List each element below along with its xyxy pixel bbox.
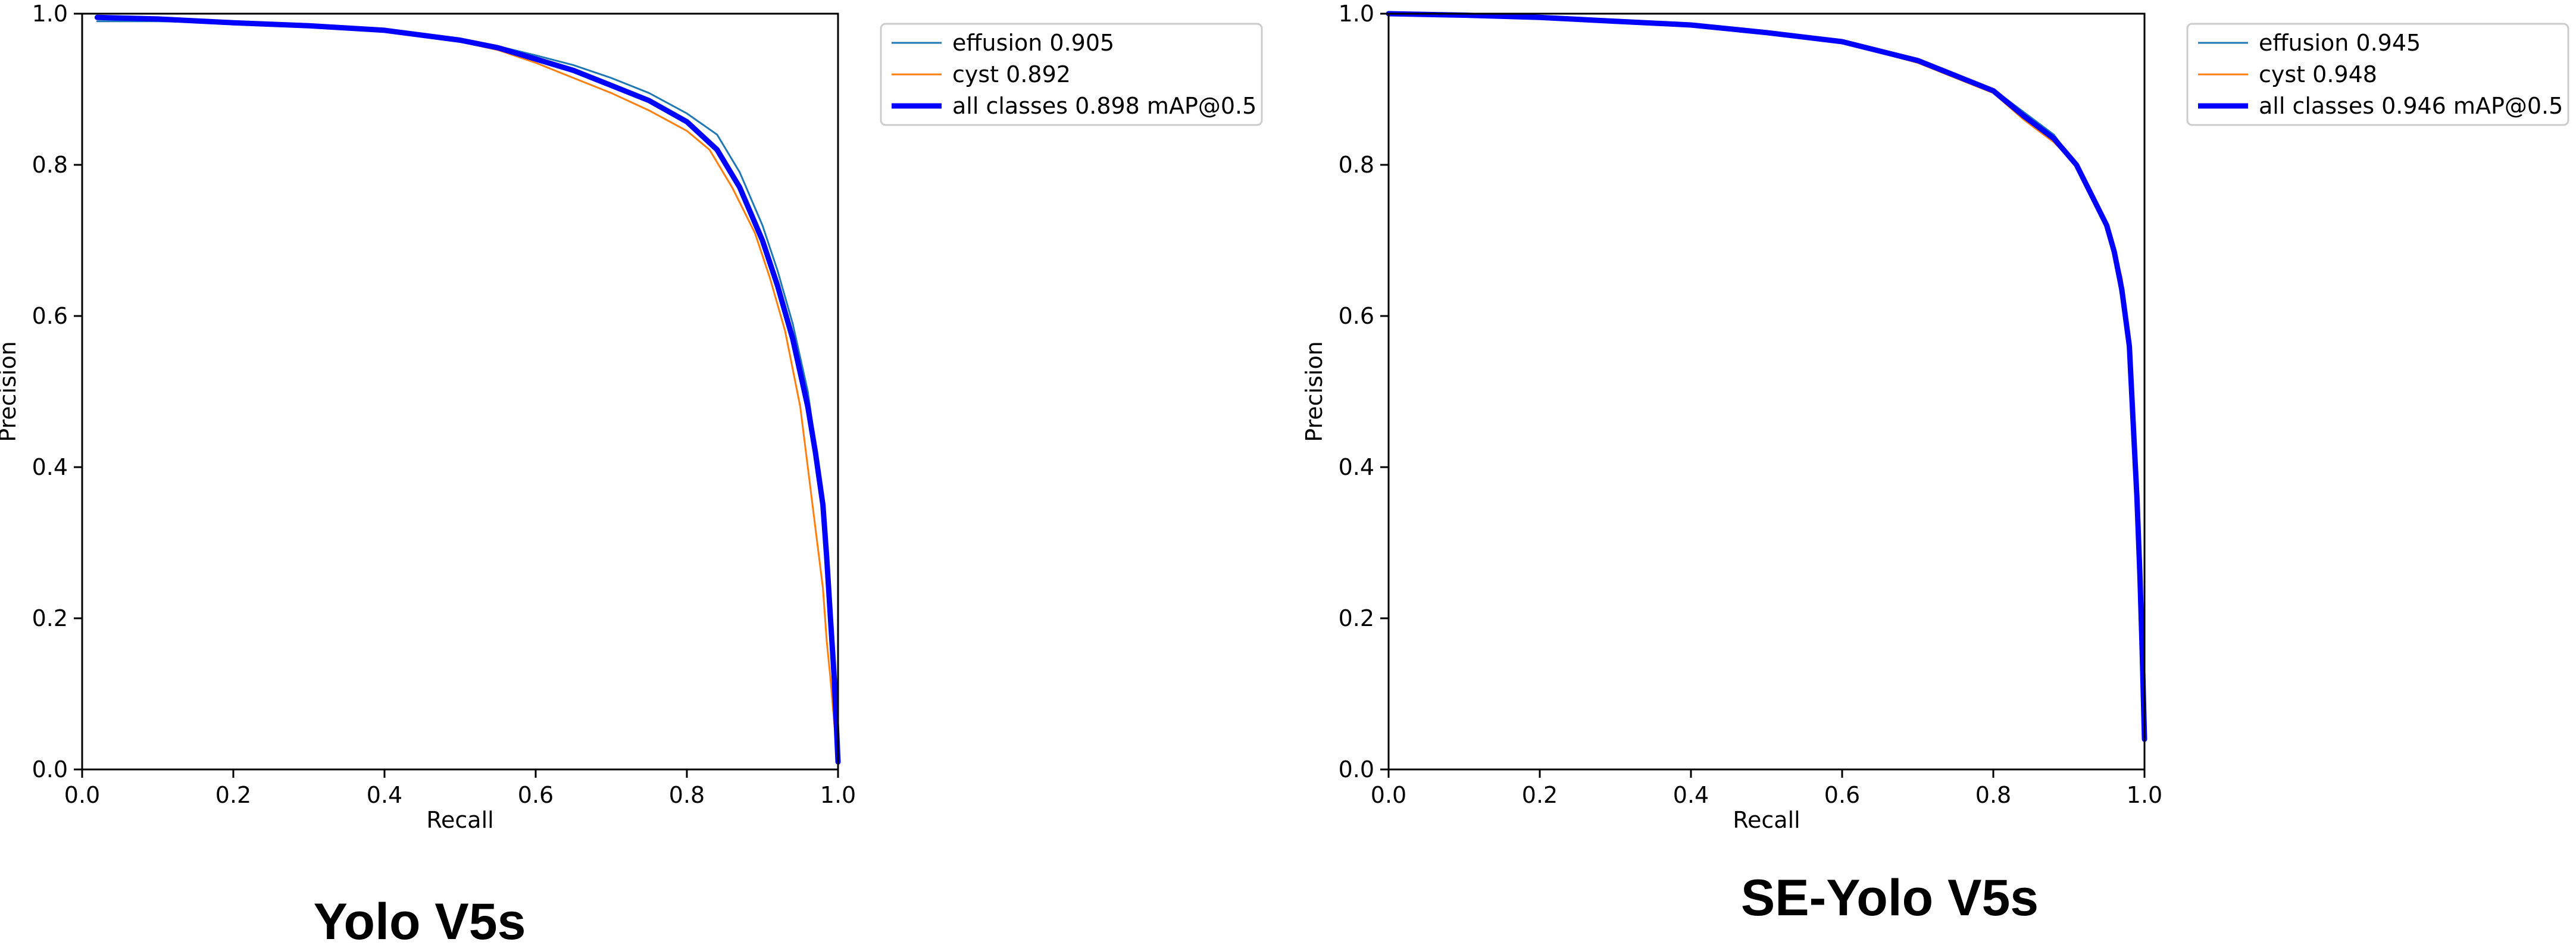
chart-panel-se-yolo-v5s: 0.0 0.2 0.4 0.6 0.8 1.0 0.0 0.2 0.4 0.6 0.8 1.0 Re… xyxy=(1301,1,2569,927)
x-axis-ticks: 0.0 0.2 0.4 0.6 0.8 1.0 xyxy=(1371,769,2162,808)
y-tick-label: 0.2 xyxy=(32,605,68,631)
x-tick-label: 0.2 xyxy=(215,782,251,808)
plot-frame xyxy=(81,12,839,771)
chart-panel-yolo-v5s: 0.0 0.2 0.4 0.6 0.8 1.0 0.0 0.2 0.4 0.6 0.8 1.0 Re… xyxy=(0,1,1263,945)
plot-lines xyxy=(1386,11,2147,742)
x-tick-label: 0.8 xyxy=(669,782,705,808)
x-tick-label: 0.4 xyxy=(1673,782,1709,808)
y-tick-label: 0.0 xyxy=(32,756,68,783)
x-tick-label: 0.0 xyxy=(1371,782,1406,808)
y-axis-label: Precision xyxy=(0,341,21,442)
legend-entry-cyst: cyst 0.892 xyxy=(892,61,1071,87)
legend-label: cyst 0.948 xyxy=(2259,61,2377,87)
plot-lines xyxy=(94,14,841,765)
legend: effusion 0.905 cyst 0.892 all classes 0.… xyxy=(880,23,1263,126)
series-line xyxy=(1386,11,2147,742)
legend-box xyxy=(880,23,1263,126)
y-axis-ticks: 0.0 0.2 0.4 0.6 0.8 1.0 xyxy=(32,1,82,783)
x-tick-label: 0.0 xyxy=(64,782,100,808)
x-tick-label: 0.6 xyxy=(1824,782,1860,808)
legend-entry-effusion: effusion 0.945 xyxy=(2198,30,2421,56)
y-tick-label: 0.6 xyxy=(1339,303,1374,329)
legend-entry-effusion: effusion 0.905 xyxy=(892,30,1114,56)
x-tick-label: 0.8 xyxy=(1975,782,2011,808)
y-tick-label: 0.4 xyxy=(1339,454,1374,480)
x-axis-label: Recall xyxy=(1733,807,1800,833)
x-tick-label: 1.0 xyxy=(2127,782,2162,808)
legend-entry-cyst: cyst 0.948 xyxy=(2198,61,2377,87)
y-axis-label: Precision xyxy=(1301,341,1327,442)
y-axis-ticks: 0.0 0.2 0.4 0.6 0.8 1.0 xyxy=(1339,1,1389,783)
x-tick-label: 0.6 xyxy=(518,782,554,808)
legend-box xyxy=(2186,23,2569,126)
x-tick-label: 0.4 xyxy=(367,782,402,808)
x-axis-ticks: 0.0 0.2 0.4 0.6 0.8 1.0 xyxy=(64,769,856,808)
y-tick-label: 1.0 xyxy=(1339,1,1374,27)
y-tick-label: 1.0 xyxy=(32,1,68,27)
panel-caption: SE-Yolo V5s xyxy=(1741,869,2039,927)
x-tick-label: 0.2 xyxy=(1522,782,1558,808)
legend-label: cyst 0.892 xyxy=(952,61,1071,87)
legend-label: effusion 0.945 xyxy=(2259,30,2421,56)
series-line xyxy=(94,14,841,765)
legend: effusion 0.945 cyst 0.948 all classes 0.… xyxy=(2186,23,2569,126)
y-tick-label: 0.2 xyxy=(1339,605,1374,631)
y-tick-label: 0.0 xyxy=(1339,756,1374,783)
series-line xyxy=(96,20,839,756)
series-line xyxy=(96,16,839,756)
legend-label: all classes 0.898 mAP@0.5 xyxy=(952,93,1256,119)
legend-entry-all-classes: all classes 0.898 mAP@0.5 xyxy=(892,93,1256,119)
x-axis-label: Recall xyxy=(426,807,493,833)
legend-entry-all-classes: all classes 0.946 mAP@0.5 xyxy=(2198,93,2563,119)
panel-caption: Yolo V5s xyxy=(314,893,526,945)
y-tick-label: 0.8 xyxy=(32,152,68,178)
legend-label: effusion 0.905 xyxy=(952,30,1114,56)
y-tick-label: 0.8 xyxy=(1339,152,1374,178)
y-tick-label: 0.4 xyxy=(32,454,68,480)
y-tick-label: 0.6 xyxy=(32,303,68,329)
x-tick-label: 1.0 xyxy=(820,782,856,808)
plot-frame xyxy=(1387,12,2146,771)
legend-label: all classes 0.946 mAP@0.5 xyxy=(2259,93,2563,119)
